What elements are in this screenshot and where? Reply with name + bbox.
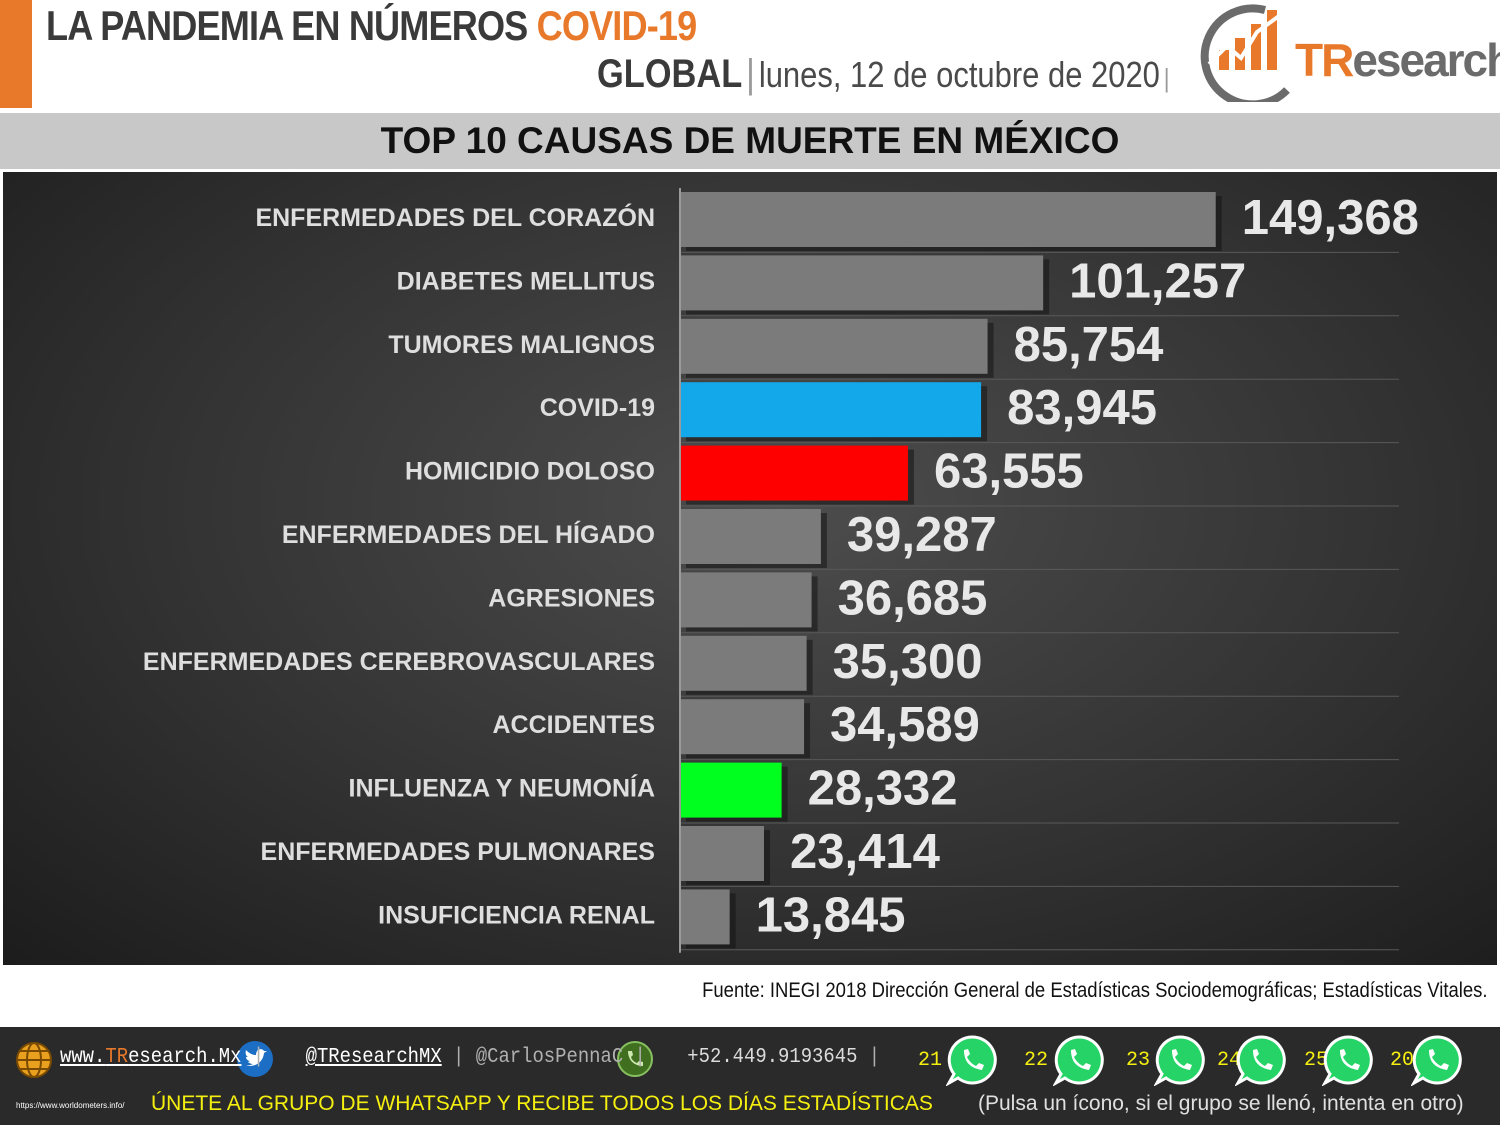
website-rest: esearch.Mx (128, 1046, 242, 1069)
chart-title: TOP 10 CAUSAS DE MUERTE EN MÉXICO (380, 120, 1120, 161)
whatsapp-icon[interactable] (1053, 1034, 1105, 1086)
footer-links: www.TResearch.Mx | @TResearchMX | @Carlos… (60, 1046, 880, 1069)
logo-text-rest: esearch (1352, 34, 1500, 86)
whatsapp-group-number[interactable]: 24 (1217, 1049, 1242, 1072)
category-label: INSUFICIENCIA RENAL (378, 901, 655, 929)
category-label: DIABETES MELLITUS (397, 267, 655, 295)
personal-handle[interactable]: @CarlosPennaC (475, 1046, 624, 1069)
bar (680, 318, 988, 374)
category-label: COVID-19 (540, 394, 655, 422)
category-label: ENFERMEDADES DEL HÍGADO (282, 520, 655, 549)
data-label: 23,414 (790, 825, 940, 879)
footer-sep-3: | (634, 1046, 646, 1069)
bar (680, 445, 908, 501)
bar (680, 509, 821, 564)
bar (680, 699, 805, 755)
whatsapp-icon[interactable] (1322, 1034, 1374, 1086)
phone-icon[interactable] (616, 1040, 654, 1078)
subtitle: GLOBAL | lunes, 12 de octubre de 2020 | (597, 52, 1170, 97)
whatsapp-invite: ÚNETE AL GRUPO DE WHATSAPP Y RECIBE TODO… (151, 1092, 933, 1115)
whatsapp-icon[interactable] (1411, 1034, 1463, 1086)
page-title: LA PANDEMIA EN NÚMEROS COVID-19 (46, 2, 698, 50)
header-accent-bar (0, 0, 32, 108)
category-label: INFLUENZA Y NEUMONÍA (349, 774, 656, 803)
whatsapp-invite-note: (Pulsa un ícono, si el grupo se llenó, i… (978, 1092, 1464, 1115)
source-note: Fuente: INEGI 2018 Dirección General de … (702, 979, 1488, 1002)
bar (680, 382, 982, 438)
bar-chart: ENFERMEDADES DEL CORAZÓN 149,368 DIABETES … (3, 172, 1497, 965)
data-label: 13,845 (756, 888, 906, 942)
whatsapp-group-number[interactable]: 20 (1390, 1049, 1415, 1072)
category-label: ENFERMEDADES DEL CORAZÓN (255, 202, 655, 232)
whatsapp-icon[interactable] (946, 1034, 998, 1086)
category-label: HOMICIDIO DOLOSO (405, 458, 655, 486)
bar (680, 826, 764, 881)
footer-sep-1: | (252, 1046, 265, 1069)
data-label: 36,685 (838, 571, 988, 625)
bar (680, 889, 730, 945)
bar-chart-svg: ENFERMEDADES DEL CORAZÓN 149,368 DIABETES … (143, 188, 1419, 953)
bar (680, 192, 1216, 247)
data-label: 28,332 (808, 762, 958, 816)
data-label: 149,368 (1242, 191, 1419, 245)
bar (680, 762, 782, 818)
globe-icon[interactable] (14, 1040, 54, 1080)
bar (680, 255, 1044, 311)
whatsapp-group-number[interactable]: 25 (1304, 1049, 1329, 1072)
chart-banner (0, 113, 1500, 169)
website-brand: TR (105, 1046, 129, 1069)
logo-text-tr: TR (1295, 34, 1354, 86)
website-link[interactable]: www.TResearch.Mx (60, 1046, 242, 1069)
bar (680, 572, 812, 628)
logo-text: TResearch (1295, 33, 1500, 87)
title-accent: COVID-19 (536, 2, 698, 49)
data-label: 35,300 (833, 635, 983, 689)
category-label: ACCIDENTES (492, 711, 655, 739)
twitter-link[interactable]: @TResearchMX (305, 1046, 442, 1069)
category-label: ENFERMEDADES CEREBROVASCULARES (143, 648, 655, 676)
data-label: 63,555 (934, 445, 1084, 499)
footer-sep-2: | (453, 1046, 465, 1069)
whatsapp-icon[interactable] (1235, 1034, 1287, 1086)
subtitle-separator-end: | (1163, 63, 1170, 93)
date-label: lunes, 12 de octubre de 2020 (758, 54, 1160, 95)
bar (680, 635, 807, 691)
website-prefix: www. (60, 1046, 106, 1069)
category-label: AGRESIONES (488, 584, 655, 612)
region-label: GLOBAL (597, 52, 743, 96)
data-label: 101,257 (1069, 254, 1246, 308)
source-url[interactable]: https://www.worldometers.info/ (16, 1101, 125, 1110)
phone-number[interactable]: +52.449.9193645 (687, 1046, 858, 1069)
whatsapp-icon[interactable] (1154, 1034, 1206, 1086)
category-label: ENFERMEDADES PULMONARES (261, 838, 655, 866)
whatsapp-group-number[interactable]: 23 (1126, 1049, 1151, 1072)
title-main: LA PANDEMIA EN NÚMEROS (46, 2, 528, 49)
data-label: 39,287 (847, 508, 997, 562)
data-label: 34,589 (830, 698, 980, 752)
subtitle-separator: | (746, 52, 755, 96)
tresearch-logo (1200, 4, 1290, 102)
whatsapp-group-number[interactable]: 22 (1024, 1049, 1049, 1072)
whatsapp-group-number[interactable]: 21 (918, 1049, 943, 1072)
data-label: 85,754 (1014, 318, 1164, 372)
category-label: TUMORES MALIGNOS (388, 331, 655, 359)
data-label: 83,945 (1007, 381, 1157, 435)
twitter-icon[interactable] (236, 1040, 274, 1078)
footer-sep-4: | (868, 1046, 881, 1069)
